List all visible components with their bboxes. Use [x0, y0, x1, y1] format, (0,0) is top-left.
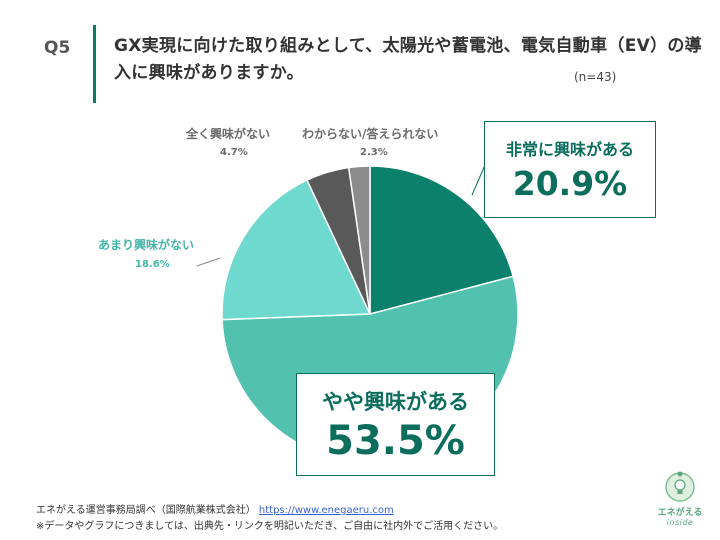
label-not-at-all-value: 4.7%: [220, 147, 248, 158]
brand-logo: エネがえる inside: [652, 470, 708, 532]
leader-line-very: [471, 164, 486, 196]
slice-very-interested: [369, 165, 515, 315]
label-dont-know-value: 2.3%: [360, 147, 388, 158]
label-not-at-all-name: 全く興味がない: [186, 127, 271, 141]
callout-very-interested: 非常に興味がある 20.9%: [484, 121, 656, 218]
footer-source-text: エネがえる運営事務局調べ（国際航業株式会社）: [36, 505, 256, 516]
logo-sub: inside: [666, 518, 694, 527]
footer-source: エネがえる運営事務局調べ（国際航業株式会社） https://www.enega…: [36, 501, 394, 516]
leader-line-somewhat-not: [196, 257, 221, 267]
callout-somewhat-interested-value: 53.5%: [326, 418, 465, 464]
bulb-logo-icon: [665, 471, 695, 502]
footer-link[interactable]: https://www.enegaeru.com: [258, 505, 394, 516]
footer-note: ※データやグラフにつきましては、出典先・リンクを明記いただき、ご自由に社内外でご…: [36, 521, 504, 532]
slice-dont-know: [347, 165, 371, 315]
sample-size: (n=43): [574, 70, 617, 84]
callout-somewhat-interested-name: やや興味がある: [322, 390, 469, 414]
question-text: GX実現に向けた取り組みとして、太陽光や蓄電池、電気自動車（EV）の導入に興味が…: [114, 36, 702, 83]
question-number: Q5: [44, 38, 71, 58]
label-not-much-value: 18.6%: [135, 259, 170, 270]
label-dont-know-name: わからない/答えられない: [302, 127, 439, 141]
callout-very-interested-value: 20.9%: [512, 164, 628, 203]
label-not-much-name: あまり興味がない: [98, 238, 195, 252]
slice-not-much-interested: [221, 179, 372, 321]
logo-text: エネがえる: [657, 508, 703, 518]
divider: [93, 25, 96, 103]
leader-lines: [196, 164, 486, 267]
callout-somewhat-interested: やや興味がある 53.5%: [296, 373, 495, 476]
callout-very-interested-name: 非常に興味がある: [505, 140, 634, 159]
